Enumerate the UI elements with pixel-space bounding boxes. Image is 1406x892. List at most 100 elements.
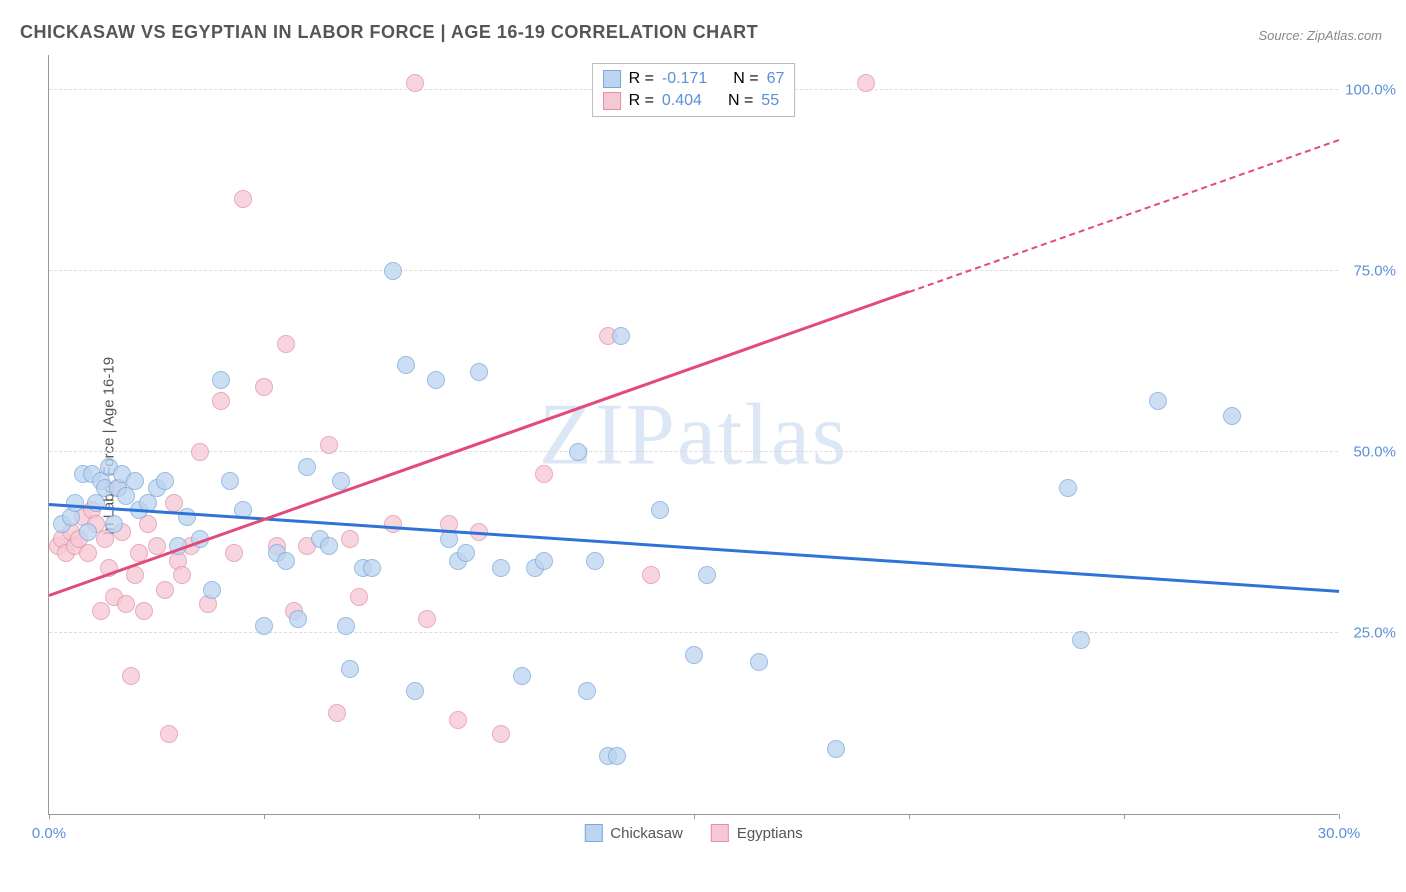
point-egyptians	[328, 704, 346, 722]
n-label: N =	[733, 70, 758, 88]
point-egyptians	[225, 544, 243, 562]
correlation-stats-box: R = -0.171 N = 67 R = 0.404 N = 55	[592, 63, 796, 117]
point-egyptians	[642, 566, 660, 584]
point-chickasaw	[126, 472, 144, 490]
point-chickasaw	[608, 747, 626, 765]
x-tick	[1124, 814, 1125, 819]
point-egyptians	[535, 465, 553, 483]
trendline-chickasaw	[49, 503, 1339, 593]
point-egyptians	[173, 566, 191, 584]
x-tick	[694, 814, 695, 819]
point-chickasaw	[427, 371, 445, 389]
point-chickasaw	[470, 363, 488, 381]
point-chickasaw	[698, 566, 716, 584]
x-tick	[264, 814, 265, 819]
r-value: -0.171	[662, 70, 707, 88]
point-chickasaw	[212, 371, 230, 389]
point-egyptians	[135, 602, 153, 620]
point-chickasaw	[203, 581, 221, 599]
gridline	[49, 270, 1338, 271]
x-tick	[1339, 814, 1340, 819]
point-egyptians	[160, 725, 178, 743]
legend: Chickasaw Egyptians	[584, 824, 802, 842]
point-chickasaw	[341, 660, 359, 678]
point-chickasaw	[1149, 392, 1167, 410]
point-egyptians	[406, 74, 424, 92]
point-chickasaw	[1223, 407, 1241, 425]
y-tick-label: 25.0%	[1353, 625, 1396, 642]
point-egyptians	[79, 544, 97, 562]
point-chickasaw	[289, 610, 307, 628]
point-chickasaw	[298, 458, 316, 476]
point-chickasaw	[535, 552, 553, 570]
point-egyptians	[449, 711, 467, 729]
n-value: 55	[761, 92, 779, 110]
legend-label: Chickasaw	[610, 825, 683, 842]
source-attribution: Source: ZipAtlas.com	[1258, 28, 1382, 43]
point-chickasaw	[384, 262, 402, 280]
point-egyptians	[191, 443, 209, 461]
point-chickasaw	[578, 682, 596, 700]
point-chickasaw	[105, 515, 123, 533]
y-tick-label: 100.0%	[1345, 82, 1396, 99]
point-chickasaw	[1072, 631, 1090, 649]
x-tick	[479, 814, 480, 819]
point-chickasaw	[255, 617, 273, 635]
swatch-egyptians	[603, 92, 621, 110]
point-chickasaw	[457, 544, 475, 562]
point-egyptians	[492, 725, 510, 743]
r-label: R =	[629, 70, 654, 88]
point-chickasaw	[397, 356, 415, 374]
point-chickasaw	[337, 617, 355, 635]
y-tick-label: 50.0%	[1353, 444, 1396, 461]
point-egyptians	[122, 667, 140, 685]
point-egyptians	[384, 515, 402, 533]
point-egyptians	[165, 494, 183, 512]
point-egyptians	[156, 581, 174, 599]
point-chickasaw	[221, 472, 239, 490]
y-tick-label: 75.0%	[1353, 263, 1396, 280]
swatch-chickasaw	[603, 70, 621, 88]
x-tick-label: 0.0%	[32, 825, 66, 842]
watermark-text: ZIPatlas	[539, 384, 848, 485]
n-value: 67	[767, 70, 785, 88]
point-egyptians	[320, 436, 338, 454]
point-chickasaw	[685, 646, 703, 664]
point-egyptians	[92, 602, 110, 620]
point-chickasaw	[66, 494, 84, 512]
legend-label: Egyptians	[737, 825, 803, 842]
point-chickasaw	[612, 327, 630, 345]
point-chickasaw	[513, 667, 531, 685]
gridline	[49, 451, 1338, 452]
point-egyptians	[234, 190, 252, 208]
point-egyptians	[212, 392, 230, 410]
stats-row-chickasaw: R = -0.171 N = 67	[603, 68, 785, 90]
point-egyptians	[117, 595, 135, 613]
point-egyptians	[277, 335, 295, 353]
swatch-egyptians	[711, 824, 729, 842]
r-label: R =	[629, 92, 654, 110]
gridline	[49, 632, 1338, 633]
stats-row-egyptians: R = 0.404 N = 55	[603, 90, 785, 112]
point-chickasaw	[406, 682, 424, 700]
point-chickasaw	[492, 559, 510, 577]
n-label: N =	[728, 92, 753, 110]
chart-title: CHICKASAW VS EGYPTIAN IN LABOR FORCE | A…	[20, 22, 758, 43]
trendline-egyptians	[49, 290, 910, 597]
point-egyptians	[255, 378, 273, 396]
point-egyptians	[341, 530, 359, 548]
x-tick-label: 30.0%	[1318, 825, 1361, 842]
point-egyptians	[418, 610, 436, 628]
point-egyptians	[350, 588, 368, 606]
x-tick	[49, 814, 50, 819]
legend-item-chickasaw: Chickasaw	[584, 824, 683, 842]
point-chickasaw	[586, 552, 604, 570]
point-chickasaw	[651, 501, 669, 519]
r-value: 0.404	[662, 92, 702, 110]
point-chickasaw	[79, 523, 97, 541]
point-chickasaw	[750, 653, 768, 671]
swatch-chickasaw	[584, 824, 602, 842]
point-chickasaw	[1059, 479, 1077, 497]
point-egyptians	[857, 74, 875, 92]
chart-plot-area: ZIPatlas 25.0%50.0%75.0%100.0%0.0%30.0% …	[48, 55, 1338, 815]
